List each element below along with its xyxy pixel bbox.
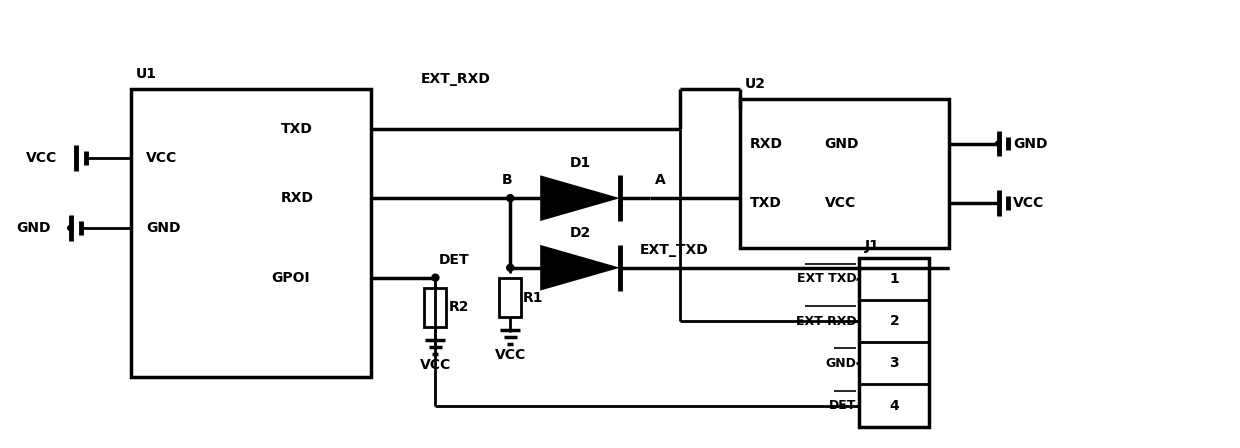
- Text: RXD: RXD: [750, 137, 782, 151]
- Text: VCC: VCC: [26, 151, 57, 165]
- Polygon shape: [541, 175, 620, 221]
- Text: GND: GND: [146, 221, 181, 235]
- Text: J1: J1: [864, 239, 879, 253]
- Text: GND: GND: [16, 221, 51, 235]
- Text: RXD: RXD: [280, 191, 314, 205]
- Text: R2: R2: [449, 301, 469, 314]
- Text: DET: DET: [830, 399, 857, 412]
- Text: EXT TXD: EXT TXD: [797, 272, 857, 285]
- Text: EXT_TXD: EXT_TXD: [640, 243, 709, 257]
- Text: TXD: TXD: [280, 121, 312, 136]
- Text: A: A: [655, 173, 666, 187]
- Text: 3: 3: [889, 356, 899, 370]
- Text: VCC: VCC: [420, 358, 451, 372]
- Text: D1: D1: [569, 156, 590, 170]
- Text: VCC: VCC: [495, 348, 526, 362]
- Text: DET: DET: [439, 253, 469, 267]
- Text: GND: GND: [826, 357, 857, 370]
- Text: EXT RXD: EXT RXD: [796, 314, 857, 327]
- Circle shape: [507, 195, 513, 202]
- Circle shape: [996, 141, 1001, 146]
- Bar: [859, 258, 929, 427]
- Circle shape: [432, 274, 439, 281]
- Text: TXD: TXD: [750, 196, 781, 210]
- Text: R1: R1: [523, 291, 543, 305]
- Bar: [500, 278, 521, 318]
- Circle shape: [507, 264, 513, 271]
- Text: 1: 1: [889, 272, 899, 286]
- Text: GPOI: GPOI: [270, 271, 310, 284]
- Text: 4: 4: [889, 399, 899, 413]
- Text: VCC: VCC: [825, 196, 856, 210]
- Polygon shape: [541, 245, 620, 291]
- Bar: [740, 99, 950, 248]
- Bar: [424, 288, 446, 327]
- Text: U1: U1: [136, 67, 157, 81]
- Text: VCC: VCC: [1013, 196, 1044, 210]
- Text: EXT_RXD: EXT_RXD: [420, 72, 490, 86]
- Text: U2: U2: [745, 77, 766, 91]
- Circle shape: [68, 225, 73, 230]
- Text: GND: GND: [825, 137, 859, 151]
- Text: VCC: VCC: [146, 151, 177, 165]
- Text: 2: 2: [889, 314, 899, 328]
- Text: D2: D2: [569, 226, 590, 240]
- Text: B: B: [502, 173, 512, 187]
- Bar: [131, 89, 371, 377]
- Text: GND: GND: [1013, 137, 1048, 151]
